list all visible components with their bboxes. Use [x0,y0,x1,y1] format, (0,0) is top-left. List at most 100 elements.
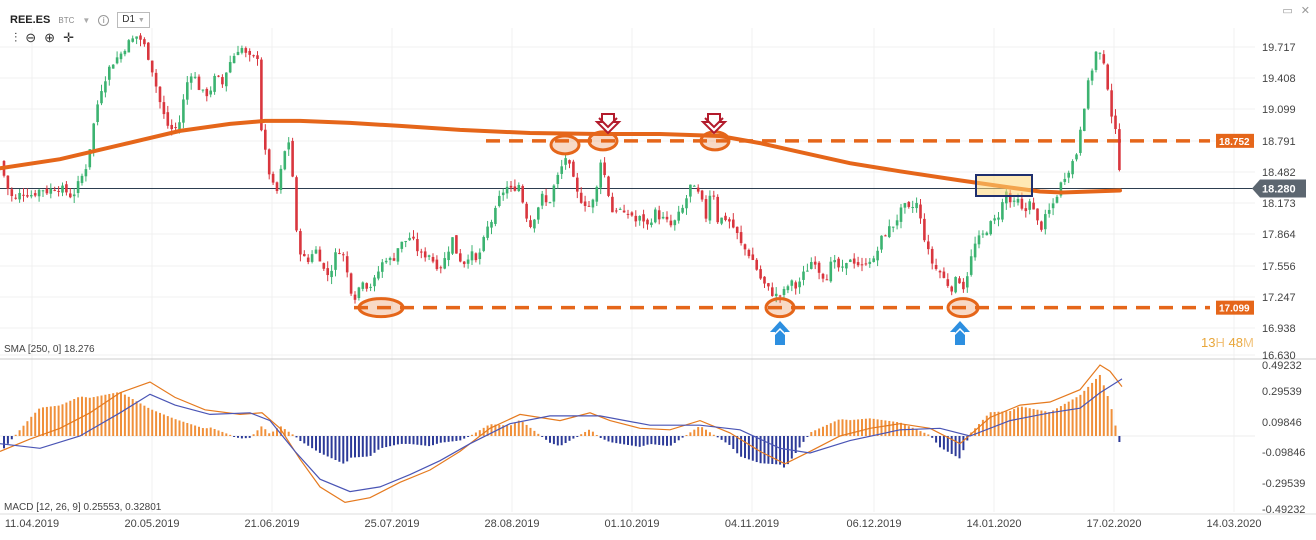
macd-hist-pos [194,425,197,436]
maximize-icon[interactable]: ▭ [1282,5,1293,17]
candle-up [80,175,84,184]
macd-hist-pos [42,407,44,436]
macd-hist-pos [139,403,142,436]
grid [0,28,1316,515]
candle-up [41,190,45,192]
candle-up [283,151,287,170]
price-tick-label: 18.482 [1262,167,1296,179]
candle-down [962,281,965,290]
candle-up [876,250,879,261]
zoom-in-icon[interactable]: ⊕ [44,30,56,45]
macd-hist-pos [985,415,988,436]
macd-hist-pos [135,401,138,436]
macd-hist-neg [443,436,446,443]
macd-hist-pos [178,420,181,436]
time-tick-label: 17.02.2020 [1086,518,1141,530]
crosshair-icon[interactable]: ✛ [63,30,74,45]
macd-hist-neg [365,436,368,457]
candle-down [607,176,610,196]
macd-tick-label: -0.09846 [1262,447,1305,459]
macd-hist-pos [1024,407,1027,436]
candle-up [1005,191,1008,204]
macd-hist-pos [697,427,700,436]
macd-hist-neg [377,436,380,450]
macd-hist-pos [853,419,856,436]
sma-legend[interactable]: SMA [250, 0] 18.276 [4,344,95,355]
macd-hist-neg [447,436,450,442]
candle-down [267,149,271,175]
arrow-down-icon [598,117,618,129]
candle-down [630,212,634,216]
time-tick-label: 25.07.2019 [364,518,419,530]
candle-up [396,248,400,262]
macd-hist-pos [53,406,56,436]
zoom-out-icon[interactable]: ⊖ [25,30,37,45]
macd-hist-pos [888,420,891,436]
price-tick-label: 17.556 [1262,261,1296,273]
chevron-down-icon[interactable]: ▼ [82,15,91,25]
candle-up [123,50,127,55]
macd-hist-pos [1005,411,1008,436]
candle-up [115,57,119,64]
macd-hist-pos [822,426,824,436]
macd-hist-pos [123,394,126,436]
candle-up [989,221,992,235]
candle-down [147,42,150,60]
arrow-up-icon [950,327,970,339]
macd-hist-pos [256,430,259,436]
macd-hist-neg [747,436,750,460]
macd-hist-neg [790,436,793,459]
macd-hist-pos [478,430,481,436]
macd-hist-neg [361,436,364,457]
macd-hist-pos [864,418,867,436]
macd-hist-pos [705,429,707,436]
macd-hist-pos [584,431,587,436]
candle-up [209,90,212,95]
macd-hist-neg [658,436,661,445]
candle-up [1016,198,1020,203]
macd-hist-neg [3,436,5,449]
candle-up [330,270,333,278]
macd-legend[interactable]: MACD [12, 26, 9] 0.25553, 0.32801 [4,502,161,513]
time-tick-label: 28.08.2019 [484,518,539,530]
macd-hist-pos [30,416,33,436]
candle-up [533,219,536,229]
macd-hist-pos [108,393,111,436]
price-axis: 19.717 19.408 19.099 18.791 18.482 18.173 17.8… [1216,42,1306,362]
timeframe-select[interactable]: D1 ▼ [117,12,150,28]
macd-hist-pos [689,432,692,436]
candle-timer: 13H 48M [1201,335,1254,350]
macd-hist-pos [147,407,150,436]
macd-hist-pos [506,425,509,436]
macd-hist-pos [159,412,161,436]
candles-icon[interactable]: ⫶ [14,30,18,45]
macd-hist-neg [950,436,953,454]
macd-hist-neg [357,436,360,458]
macd-hist-pos [252,434,255,436]
info-icon[interactable]: i [98,14,110,26]
close-icon[interactable]: ✕ [1300,5,1310,17]
macd-hist-neg [568,436,571,441]
candle-up [373,277,376,287]
macd-hist-pos [190,424,193,436]
candle-down [33,193,37,196]
candle-up [556,174,560,185]
candle-down [958,278,961,284]
macd-hist-pos [221,431,224,436]
macd-hist-neg [954,436,957,457]
candle-up [404,241,407,243]
macd-tick-label: 0.29539 [1262,386,1302,398]
macd-hist-neg [338,436,341,462]
candle-down [529,220,532,228]
candle-down [423,251,427,258]
macd-hist-neg [666,436,668,446]
symbol-label[interactable]: REE.ES [10,14,51,26]
macd-hist-pos [1079,394,1082,436]
candle-up [182,99,185,123]
candle-down [69,193,72,198]
macd-hist-neg [389,436,392,447]
candle-down [751,254,755,261]
macd-hist-neg [244,436,247,439]
macd-hist-neg [400,436,403,444]
